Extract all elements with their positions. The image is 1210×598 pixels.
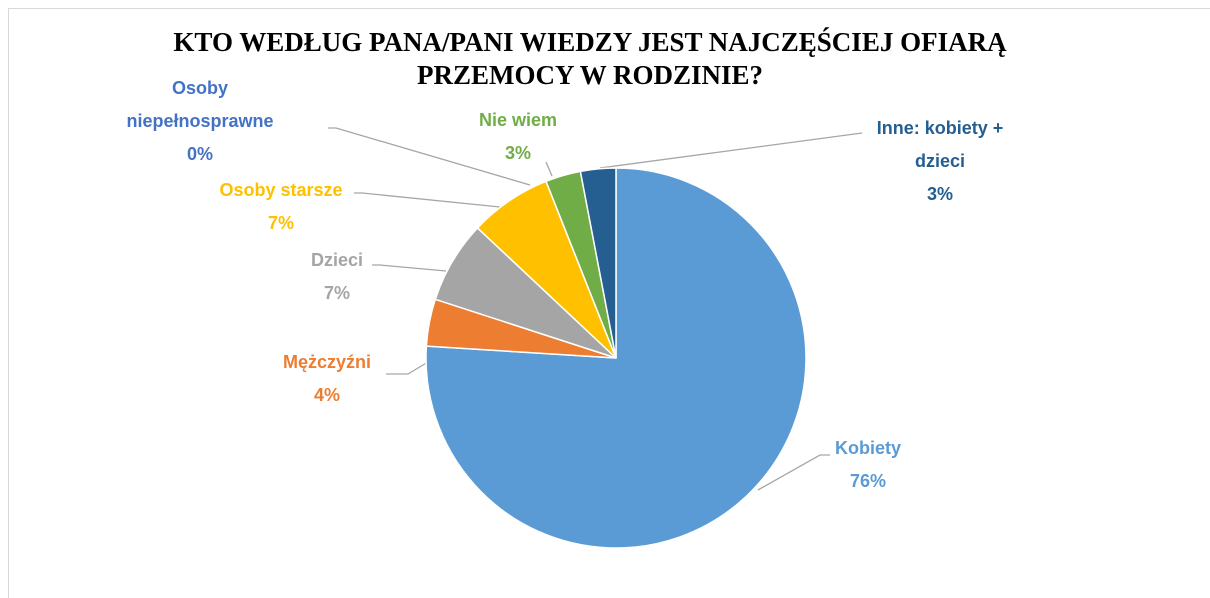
leader-line <box>372 264 447 272</box>
pie-slice <box>579 167 617 359</box>
data-label-category: Inne: kobiety + dzieci <box>876 118 1004 171</box>
data-label-category: Mężczyźni <box>282 352 372 372</box>
data-label-value: 7% <box>267 213 294 233</box>
chart-title: KTO WEDŁUG PANA/PANI WIEDZY JEST NAJCZĘŚ… <box>173 27 1007 90</box>
data-label-value: 76% <box>849 471 887 491</box>
data-label-category: Dzieci <box>310 250 364 270</box>
data-label: Osoby starsze 7% <box>181 174 381 240</box>
data-label: Mężczyźni 4% <box>247 346 407 412</box>
data-label-value: 4% <box>313 385 340 405</box>
data-label: Inne: kobiety + dzieci 3% <box>855 112 1025 211</box>
data-label: Osoby niepełnosprawne 0% <box>110 72 290 171</box>
leader-line <box>545 161 553 177</box>
data-label: Nie wiem 3% <box>438 104 598 170</box>
data-label-value: 3% <box>926 184 953 204</box>
leader-line <box>328 127 531 186</box>
data-label: Kobiety 76% <box>788 432 948 498</box>
leader-line <box>354 192 501 208</box>
data-label-category: Osoby starsze <box>219 180 343 200</box>
data-label-value: 7% <box>323 283 350 303</box>
chart-border <box>8 8 1210 598</box>
leader-line <box>386 361 429 375</box>
data-label-category: Kobiety <box>834 438 901 458</box>
data-label-value: 0% <box>186 144 213 164</box>
data-label-value: 3% <box>504 143 531 163</box>
data-label-category: Osoby niepełnosprawne <box>126 78 274 131</box>
leader-line <box>599 132 863 169</box>
leader-lines <box>328 127 863 491</box>
data-label-category: Nie wiem <box>478 110 558 130</box>
leader-line <box>757 454 830 491</box>
data-label: Dzieci 7% <box>257 244 417 310</box>
